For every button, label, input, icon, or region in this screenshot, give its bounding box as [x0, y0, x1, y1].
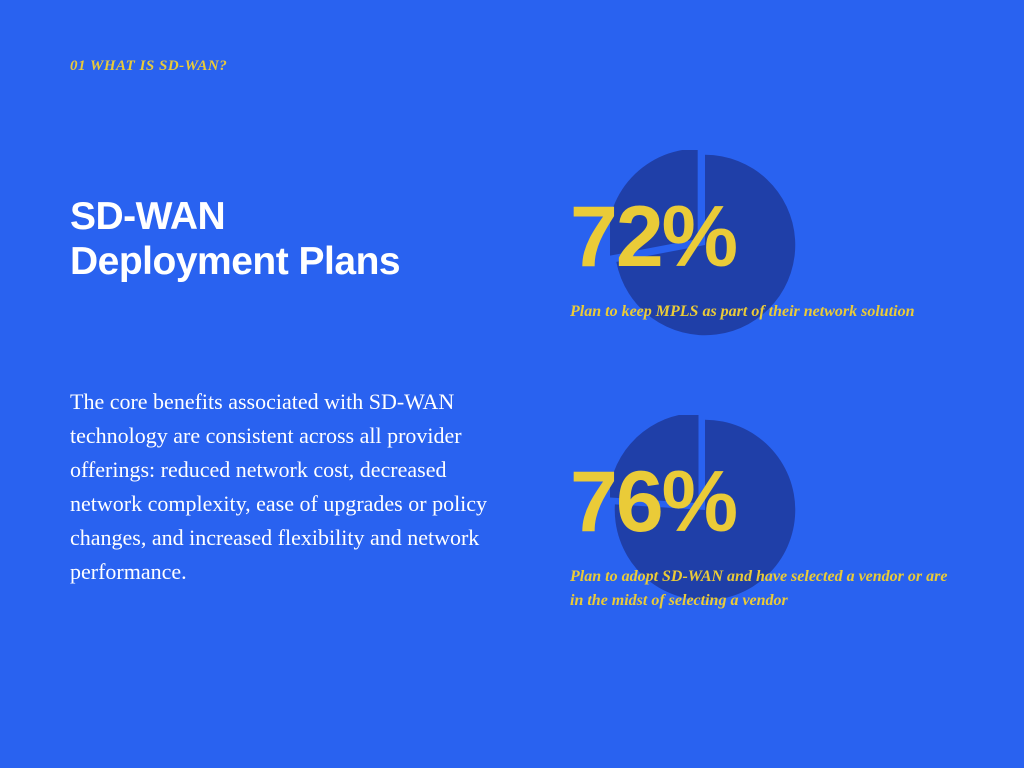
title-line-2: Deployment Plans — [70, 240, 400, 283]
stat-1-number: 72% — [570, 194, 736, 280]
stat-2-caption: Plan to adopt SD-WAN and have selected a… — [570, 565, 960, 613]
title-line-1: SD-WAN — [70, 195, 225, 238]
page-title: SD-WAN Deployment Plans — [70, 195, 400, 285]
body-paragraph: The core benefits associated with SD-WAN… — [70, 385, 490, 590]
stat-1-caption: Plan to keep MPLS as part of their netwo… — [570, 300, 960, 324]
stat-2-number: 76% — [570, 459, 736, 545]
section-header: 01 WHAT IS SD-WAN? — [70, 58, 227, 75]
